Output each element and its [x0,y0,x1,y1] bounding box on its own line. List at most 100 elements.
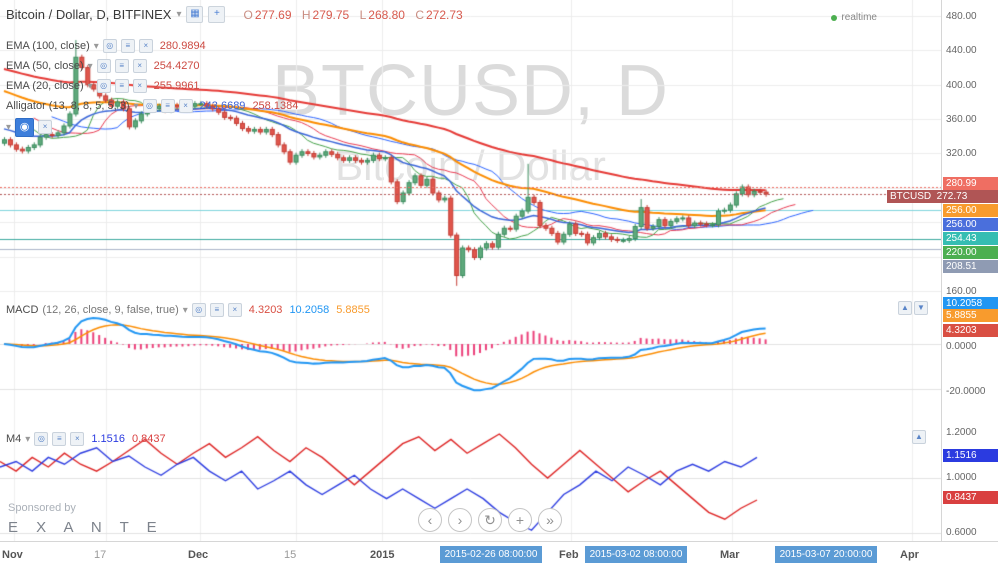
chevron-down-icon[interactable]: ▾ [176,9,182,20]
time-tick-label: Dec [188,549,209,561]
time-badge: 2015-03-07 20:00:00 [775,546,877,563]
time-axis[interactable]: Nov 17 Dec 15 2015 Feb Mar Apr 2015-02-26 08:00:… [0,541,998,568]
close-icon[interactable]: × [138,39,153,53]
chevron-down-icon[interactable]: ▾ [25,433,31,445]
indicator-label: MACD [6,304,39,316]
realtime-status: realtime [831,12,877,23]
settings-icon[interactable]: ≡ [160,99,175,113]
scroll-right-button[interactable]: › [448,508,472,532]
time-tick-label: Feb [559,549,579,561]
settings-icon[interactable]: ≡ [114,79,129,93]
close-value: 272.73 [425,7,463,22]
time-tick-label: Apr [900,549,919,561]
price-badge: 220.00 [943,246,998,259]
close-label: C [415,7,424,22]
close-icon[interactable]: × [178,99,193,113]
open-value: 277.69 [254,7,292,22]
sponsor-prefix: Sponsored by [8,502,76,514]
compare-icon[interactable]: + [208,6,226,23]
settings-icon[interactable]: ≡ [52,432,67,446]
price-badge: 1.1516 [943,449,998,462]
chevron-down-icon[interactable]: ▾ [87,80,93,92]
price-tick-label: 400.00 [946,80,977,91]
macd-canvas[interactable] [0,296,941,425]
indicator-label: EMA (100, close) [6,40,90,52]
move-pane-up-icon[interactable]: ▲ [912,430,926,444]
eye-icon[interactable]: ◉ [15,117,35,137]
macd-pane[interactable]: MACD (12, 26, close, 9, false, true) ▾ ◎… [0,296,941,426]
macd-signal-value: 5.8855 [336,304,370,316]
eye-icon[interactable]: ◎ [34,432,49,446]
chevron-down-icon[interactable]: ▾ [87,60,93,72]
indicator-label: EMA (20, close) [6,80,84,92]
price-tick-label: 1.2000 [946,427,977,438]
settings-icon[interactable]: ≡ [209,303,224,317]
high-value: 279.75 [312,7,350,22]
time-tick-label: Mar [720,549,740,561]
eye-icon[interactable]: ◎ [96,79,111,93]
eye-icon[interactable]: ◎ [191,303,206,317]
time-tick-label: 2015 [370,549,395,561]
legend-ema100: EMA (100, close) ▾ ◎ ≡ × 280.9894 [6,38,206,54]
low-label: L [359,7,367,22]
main-price-pane[interactable]: BTCUSD, D Bitcoin / Dollar Bitcoin / Dol… [0,0,941,297]
price-badge: 256.00 [943,204,998,217]
legend-hidden-indicator: ▾ ◉ × [6,117,53,137]
move-pane-down-icon[interactable]: ▼ [914,301,928,315]
settings-icon[interactable]: ≡ [120,39,135,53]
close-icon[interactable]: × [132,59,147,73]
price-tick-label: 440.00 [946,45,977,56]
realtime-label: realtime [841,12,877,23]
legend-ema50: EMA (50, close) ▾ ◎ ≡ × 254.4270 [6,58,200,74]
m4-red-value: 0.8437 [131,433,166,445]
sponsor-block: Sponsored by E X A N T E [8,502,164,536]
pane-move-controls: ▲ ▼ [898,301,928,315]
indicator-label: Alligator (13, 8, 8, 5, 5, 3) [6,100,130,112]
close-icon[interactable]: × [70,432,85,446]
zoom-in-button[interactable]: + [508,508,532,532]
reset-view-button[interactable]: ↻ [478,508,502,532]
chevron-down-icon[interactable]: ▾ [6,121,12,133]
high-label: H [301,7,311,22]
ohlc-readout: O 277.69 H 279.75 L 268.80 C 272.73 [236,8,462,22]
price-axis[interactable]: 480.00 440.00 400.00 360.00 320.00 160.00 280.… [887,0,998,541]
eye-icon[interactable]: ◎ [142,99,157,113]
eye-icon[interactable]: ◎ [96,59,111,73]
price-badge: 254.43 [943,232,998,245]
indicator-value-2: 258.1384 [252,100,299,112]
symbol-title[interactable]: Bitcoin / Dollar, D, BITFINEX [6,7,172,22]
chevron-down-icon[interactable]: ▾ [133,100,139,112]
indicator-params: (12, 26, close, 9, false, true) [42,304,179,316]
go-to-latest-button[interactable]: » [538,508,562,532]
chevron-down-icon[interactable]: ▾ [93,40,99,52]
price-badge: 208.51 [943,260,998,273]
price-tick-label: -20.0000 [946,386,986,397]
close-icon[interactable]: × [38,120,53,134]
price-badge: 0.8437 [943,491,998,504]
chevron-down-icon[interactable]: ▾ [182,304,188,316]
price-badge: 4.3203 [943,324,998,337]
close-icon[interactable]: × [132,79,147,93]
move-pane-up-icon[interactable]: ▲ [898,301,912,315]
indicator-value: 243.6689 [199,100,246,112]
price-tick-label: 320.00 [946,148,977,159]
time-badge: 2015-03-02 08:00:00 [585,546,687,563]
price-tick-label: 0.0000 [946,341,977,352]
indicator-value: 280.9894 [159,40,206,52]
sponsor-logo[interactable]: E X A N T E [8,519,164,536]
chart-style-icon[interactable]: ▦ [186,6,204,23]
chart-nav-controls: ‹ › ↻ + » [418,508,562,532]
eye-icon[interactable]: ◎ [102,39,117,53]
price-tick-label: 160.00 [946,286,977,297]
macd-hist-value: 4.3203 [248,304,283,316]
settings-icon[interactable]: ≡ [114,59,129,73]
chart-header: Bitcoin / Dollar, D, BITFINEX ▾ ▦ + O 277… [6,6,463,23]
indicator-label: EMA (50, close) [6,60,84,72]
legend-alligator: Alligator (13, 8, 8, 5, 5, 3) ▾ ◎ ≡ × 24… [6,98,298,114]
low-value: 268.80 [368,7,405,22]
close-icon[interactable]: × [227,303,242,317]
price-badge: 10.2058 [943,297,998,310]
scroll-left-button[interactable]: ‹ [418,508,442,532]
price-tick-label: 480.00 [946,11,977,22]
main-chart-canvas[interactable] [0,0,941,296]
